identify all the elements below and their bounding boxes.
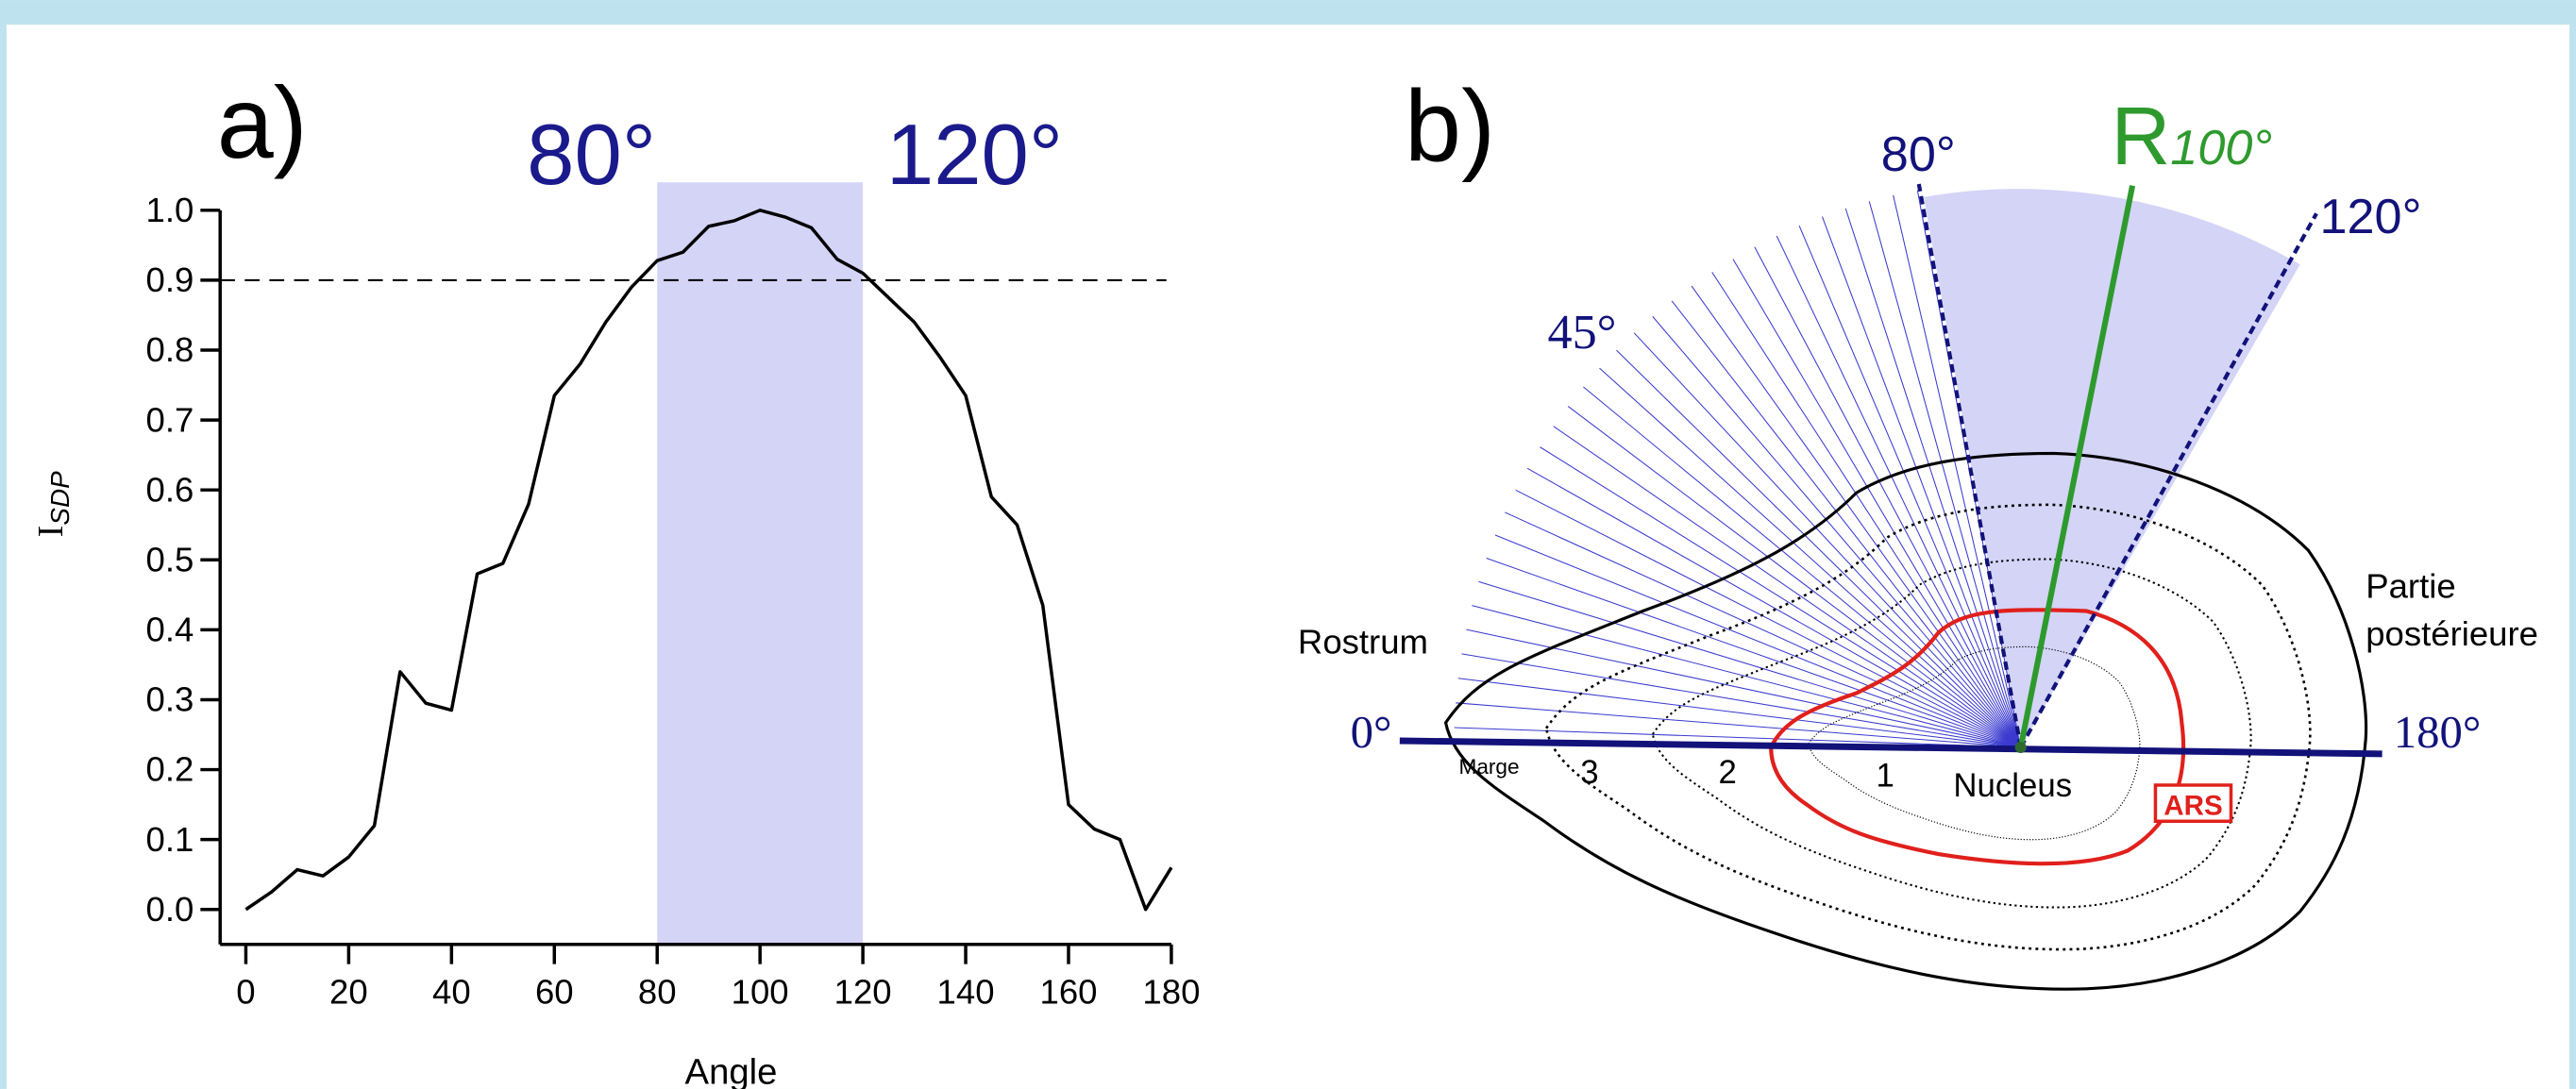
x-tick-label: 180 [1142,972,1200,1011]
ray [1494,534,2021,748]
zone-label: 1 [1877,758,1894,795]
y-axis-label-main: I [31,526,71,538]
zone-label: 2 [1718,754,1736,791]
nucleus-point [2014,741,2027,754]
ray [1732,259,2022,748]
y-tick-label: 0.0 [146,890,194,929]
band-label: 80° [527,108,656,203]
y-tick-label: 0.6 [146,470,194,509]
highlight-band [657,182,864,945]
zone-label: 3 [1580,754,1598,791]
ray [1821,216,2022,748]
ray [1486,558,2021,748]
x-tick-label: 100 [732,972,789,1011]
panel-label: b) [1405,69,1495,183]
y-tick-label: 0.9 [146,260,194,299]
ray [1691,285,2022,748]
ray [1754,246,2022,748]
y-tick-label: 0.1 [146,820,194,859]
ray [1633,332,2022,748]
ars-contour [1769,608,2186,866]
ray [1893,194,2022,748]
ray [1526,467,2021,748]
panel-label: a) [217,65,308,179]
ars-label: ARS [2164,790,2222,821]
ars-box [2153,783,2233,824]
x-axis-label: Angle [685,1052,778,1089]
y-tick-label: 0.8 [146,330,194,369]
ray [1466,628,2021,748]
ray [1868,201,2022,748]
y-tick-label: 0.7 [146,400,194,439]
ray [1472,605,2021,748]
data-line [244,209,1173,912]
ray [1457,678,2021,748]
posterior-label: postérieure [2366,614,2538,653]
angle-label: 120° [2319,190,2421,244]
x-tick-label: 140 [937,972,995,1011]
ray-120 [2018,212,2318,748]
rays [1454,190,2022,748]
sector-shade [1924,189,2300,747]
ray [1776,235,2022,748]
r-label: R100° [2111,91,2272,182]
zone-label: Nucleus [1953,767,2072,804]
baseline [1399,737,2382,758]
angle-label: 80° [1881,127,1956,182]
angle-label: 45° [1547,305,1616,360]
x-tick-label: 160 [1040,972,1098,1011]
x-tick-label: 20 [329,972,368,1011]
chart-a: Angle ISDP 80° 120° 0.0 0.1 0.2 0.3 0.4 0.5 0.6 0… [31,65,1200,1089]
ray [1540,446,2022,748]
ray [1844,208,2022,748]
outer-contour [1443,451,2368,991]
x-tick-label: 40 [432,972,471,1011]
y-tick-label: 0.2 [146,750,194,789]
diagram-b: b) 0° 45° 80° 120° 180° R100° Rostrum Pa… [1298,69,2538,991]
otolith [1443,451,2368,991]
ray-80 [1916,183,2023,748]
x-tick-label: 120 [834,972,892,1011]
ray [1456,702,2021,748]
ray [1671,300,2022,748]
x-tick-label: 0 [236,972,255,1011]
ray [1616,349,2022,748]
ray [1461,653,2021,748]
ray [1505,511,2021,748]
y-tick-label: 0.3 [146,680,194,719]
y-tick-label: 1.0 [146,191,194,229]
band-label: 120° [886,108,1063,203]
ray [1515,489,2021,748]
ray [1711,272,2022,748]
ray [1652,316,2022,748]
ray-r [2017,185,2136,748]
ray [1478,580,2021,748]
panel-background [6,25,2570,1089]
angle-label: 180° [2394,707,2482,758]
r-label-main: R [2111,91,2170,182]
ray [1553,426,2022,748]
ray [1567,406,2022,748]
y-tick-label: 0.5 [146,540,194,578]
ray [1583,386,2022,748]
posterior-label: Partie [2366,567,2455,606]
y-axis-label: ISDP [31,471,75,537]
ray [1454,727,2021,748]
r-label-sub: 100° [2170,121,2272,176]
angle-label: 0° [1351,707,1392,758]
y-axis-label-sub: SDP [45,471,75,526]
x-tick-label: 60 [535,972,574,1011]
ray [1798,226,2022,748]
ray [1599,367,2022,748]
x-tick-label: 80 [638,972,677,1011]
zone-label: Marge [1459,755,1520,779]
y-tick-label: 0.4 [146,611,194,649]
rostrum-label: Rostrum [1298,623,1428,662]
